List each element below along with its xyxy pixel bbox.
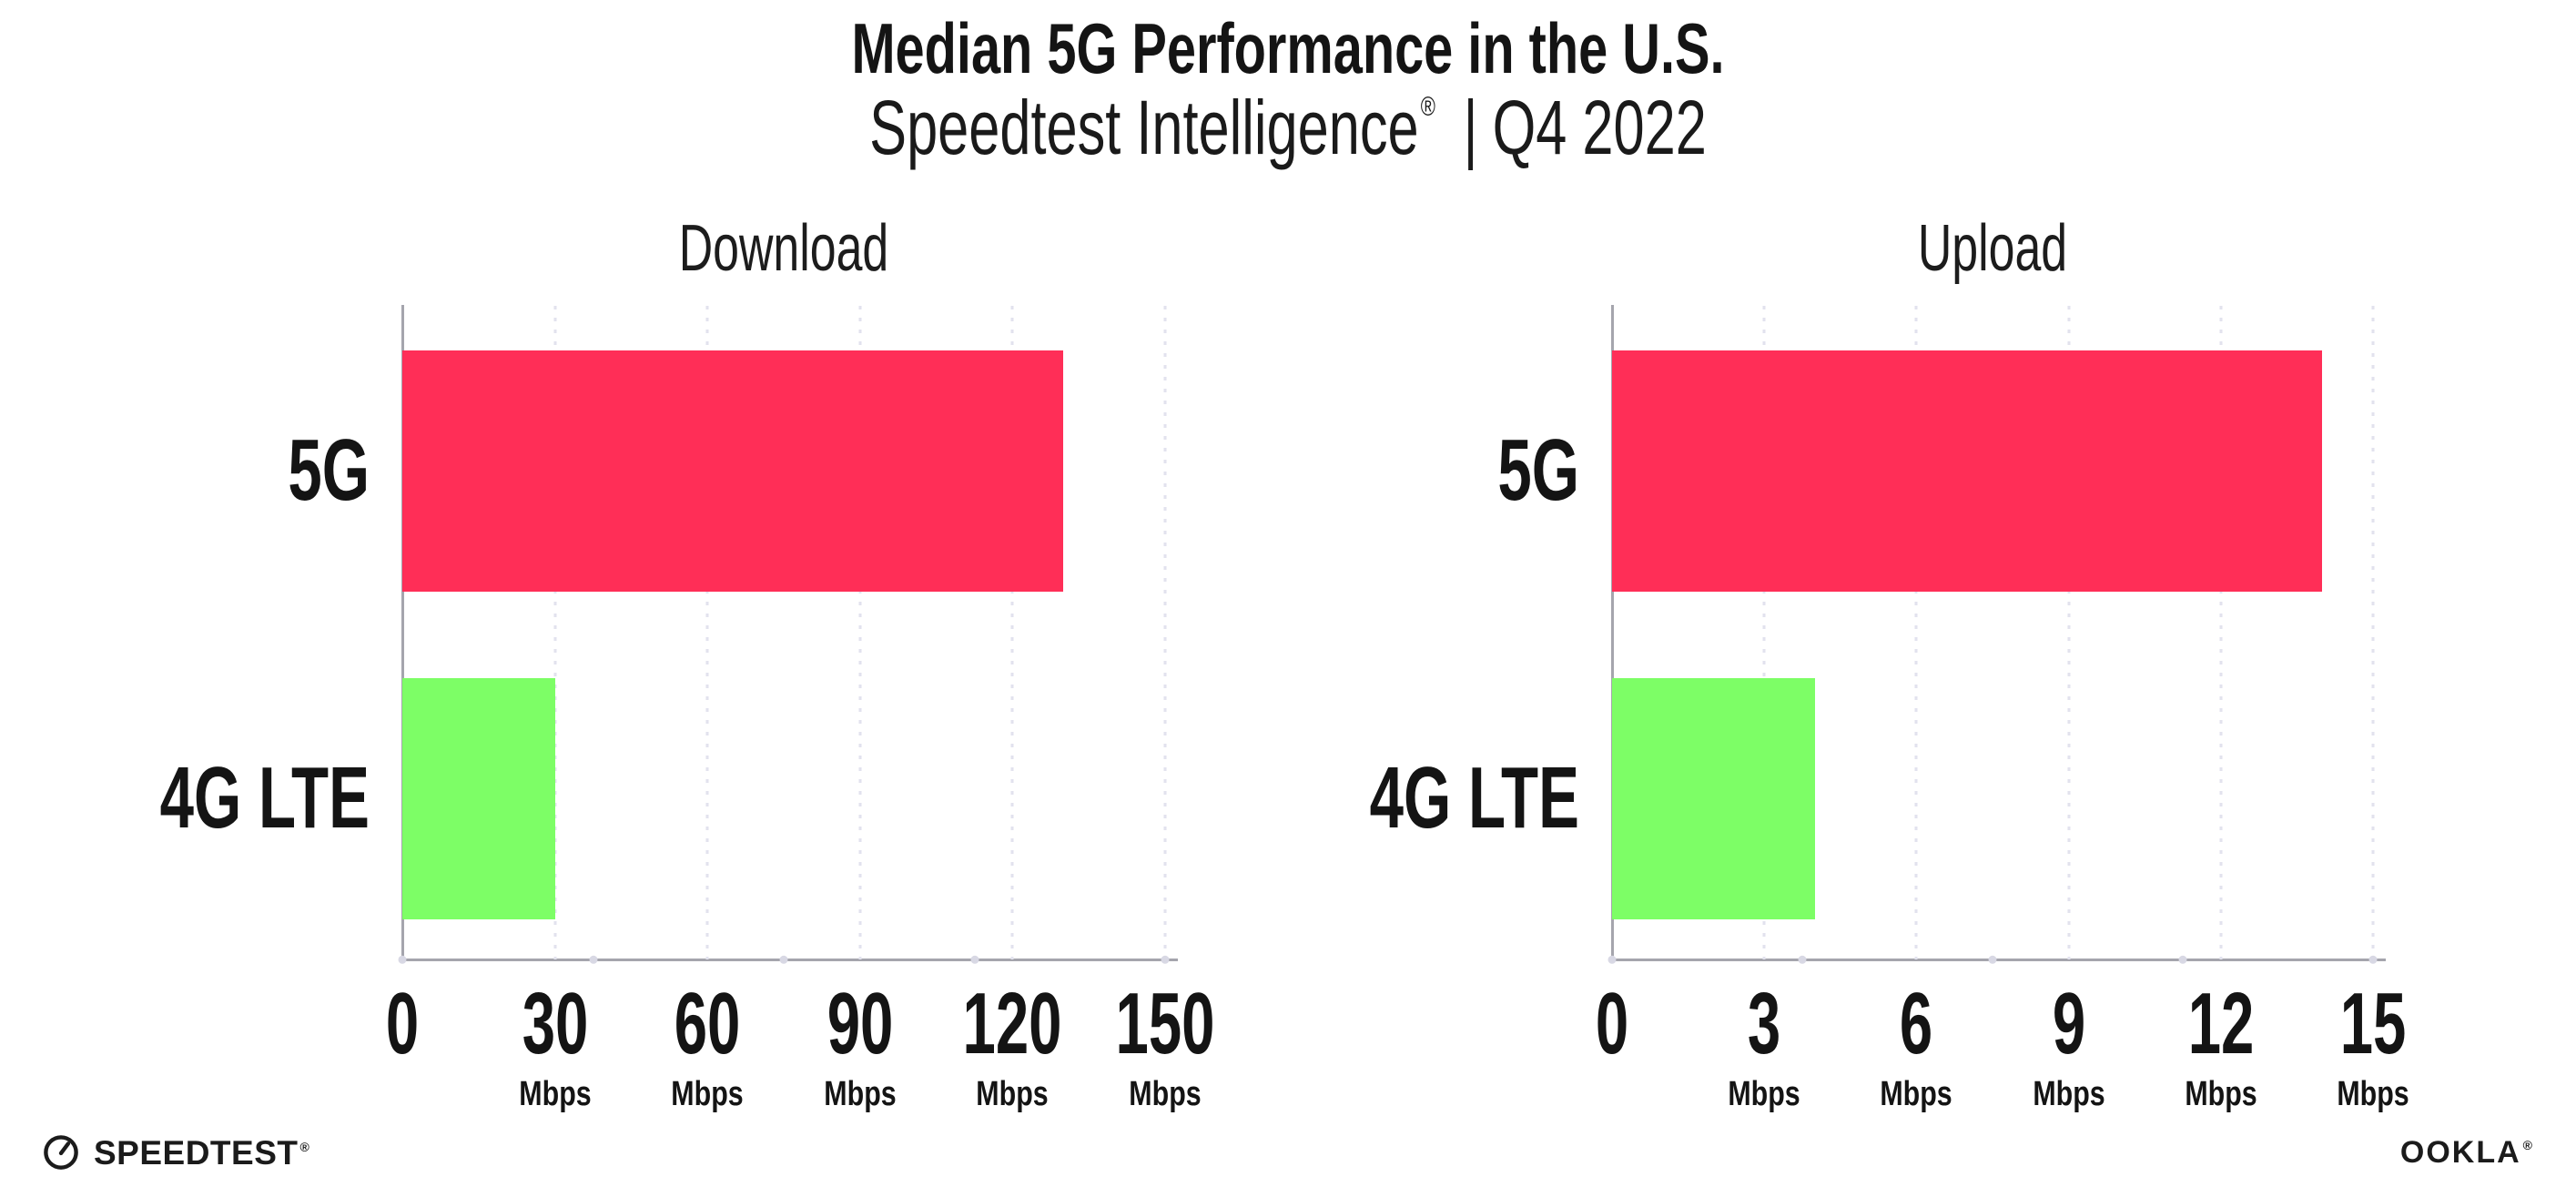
category-label-5g: 5G [288, 421, 370, 519]
bar-5g [1612, 350, 2323, 592]
x-tick-value: 3 [1748, 975, 1781, 1072]
x-tick-unit: Mbps [824, 1075, 897, 1113]
speedtest-registered-mark: ® [299, 1139, 310, 1154]
x-tick-value: 150 [1115, 975, 1215, 1072]
x-tick-value: 90 [827, 975, 894, 1072]
ookla-registered-mark: ® [2522, 1138, 2534, 1152]
axis-dot [970, 955, 979, 964]
x-tick-value: 12 [2187, 975, 2255, 1072]
x-tick-value: 0 [385, 975, 420, 1072]
x-tick-value: 6 [1900, 975, 1933, 1072]
x-tick-unit: Mbps [976, 1075, 1050, 1113]
axis-dot [2178, 955, 2187, 964]
x-tick-unit: Mbps [1129, 1075, 1202, 1113]
x-tick-6: 6 Mbps [1871, 975, 1962, 1113]
gridline-15 [2371, 306, 2375, 959]
speedtest-logo: SPEEDTEST ® [42, 1133, 309, 1172]
gridline-60 [705, 306, 709, 959]
ookla-wordmark: OOKLA [2399, 1135, 2521, 1170]
x-tick-60: 60 Mbps [659, 975, 756, 1113]
gridline-30 [553, 306, 557, 959]
bar-5g [402, 350, 1064, 592]
upload-y-axis-line [1611, 305, 1614, 960]
gridline-90 [858, 306, 862, 959]
bar-4g-lte [1612, 677, 1815, 919]
x-tick-0: 0 [1587, 980, 1636, 1068]
x-tick-30: 30 Mbps [506, 975, 603, 1113]
axis-dot [779, 955, 788, 964]
x-tick-value: 9 [2052, 975, 2085, 1072]
gridline-9 [2067, 306, 2071, 959]
x-tick-9: 9 Mbps [2023, 975, 2114, 1113]
x-tick-unit: Mbps [671, 1075, 744, 1113]
gridline-150 [1163, 306, 1167, 959]
subtitle-brand: Speedtest Intelligence [869, 85, 1419, 170]
download-chart-title: Download [678, 212, 889, 285]
axis-dot [589, 955, 597, 964]
speedtest-wordmark: SPEEDTEST ® [94, 1133, 310, 1172]
x-tick-unit: Mbps [2185, 1075, 2257, 1113]
upload-chart: Upload 5G 4G LTE 0 3 Mbps 6 Mbps 9 Mbps 12 Mbps 15 M… [1370, 216, 2409, 1111]
gridline-6 [1914, 306, 1918, 959]
registered-trademark-icon: ® [1420, 92, 1435, 122]
bar-4g-lte [402, 677, 555, 919]
category-label-4g-lte: 4G LTE [159, 749, 370, 847]
x-tick-value: 0 [1595, 975, 1629, 1072]
x-tick-120: 120 Mbps [939, 975, 1085, 1113]
category-label-4g-lte: 4G LTE [1369, 749, 1579, 847]
gridline-3 [1762, 306, 1766, 959]
subtitle-period: Q4 2022 [1492, 85, 1707, 170]
axis-dot [1607, 955, 1617, 964]
x-tick-value: 15 [2339, 975, 2407, 1072]
x-tick-value: 30 [522, 975, 588, 1072]
x-tick-unit: Mbps [1728, 1075, 1800, 1113]
axis-dot [398, 955, 407, 964]
x-tick-150: 150 Mbps [1092, 975, 1238, 1113]
subtitle-separator: | [1463, 85, 1478, 170]
speedtest-gauge-icon [44, 1135, 78, 1170]
download-y-axis-line [401, 305, 404, 960]
x-tick-90: 90 Mbps [811, 975, 908, 1113]
gridline-120 [1010, 306, 1014, 959]
page-title: Median 5G Performance in the U.S. [851, 8, 1725, 88]
x-tick-value: 60 [674, 975, 741, 1072]
gridline-12 [2219, 306, 2223, 959]
x-tick-unit: Mbps [2032, 1075, 2105, 1113]
x-tick-value: 120 [962, 975, 1062, 1072]
axis-dot [1988, 955, 1997, 964]
x-tick-12: 12 Mbps [2172, 975, 2269, 1113]
x-tick-15: 15 Mbps [2325, 975, 2422, 1113]
x-tick-unit: Mbps [1880, 1075, 1953, 1113]
x-tick-0: 0 [378, 980, 426, 1068]
axis-dot [1161, 955, 1170, 964]
category-label-5g: 5G [1497, 421, 1579, 519]
page-subtitle: Speedtest Intelligence® | Q4 2022 [348, 89, 2228, 166]
axis-dot [1798, 955, 1807, 964]
x-tick-unit: Mbps [518, 1075, 592, 1113]
x-tick-unit: Mbps [2337, 1075, 2409, 1113]
upload-x-axis-line [1611, 959, 2386, 961]
ookla-logo: OOKLA ® [2400, 1137, 2534, 1168]
axis-dot [2368, 955, 2378, 964]
upload-chart-title: Upload [1917, 212, 2068, 285]
download-x-axis-line [401, 959, 1178, 961]
download-chart: Download 5G 4G LTE 0 30 Mbps 60 Mbps 90 Mbps 120 M… [160, 216, 1215, 1111]
x-tick-3: 3 Mbps [1719, 975, 1810, 1113]
